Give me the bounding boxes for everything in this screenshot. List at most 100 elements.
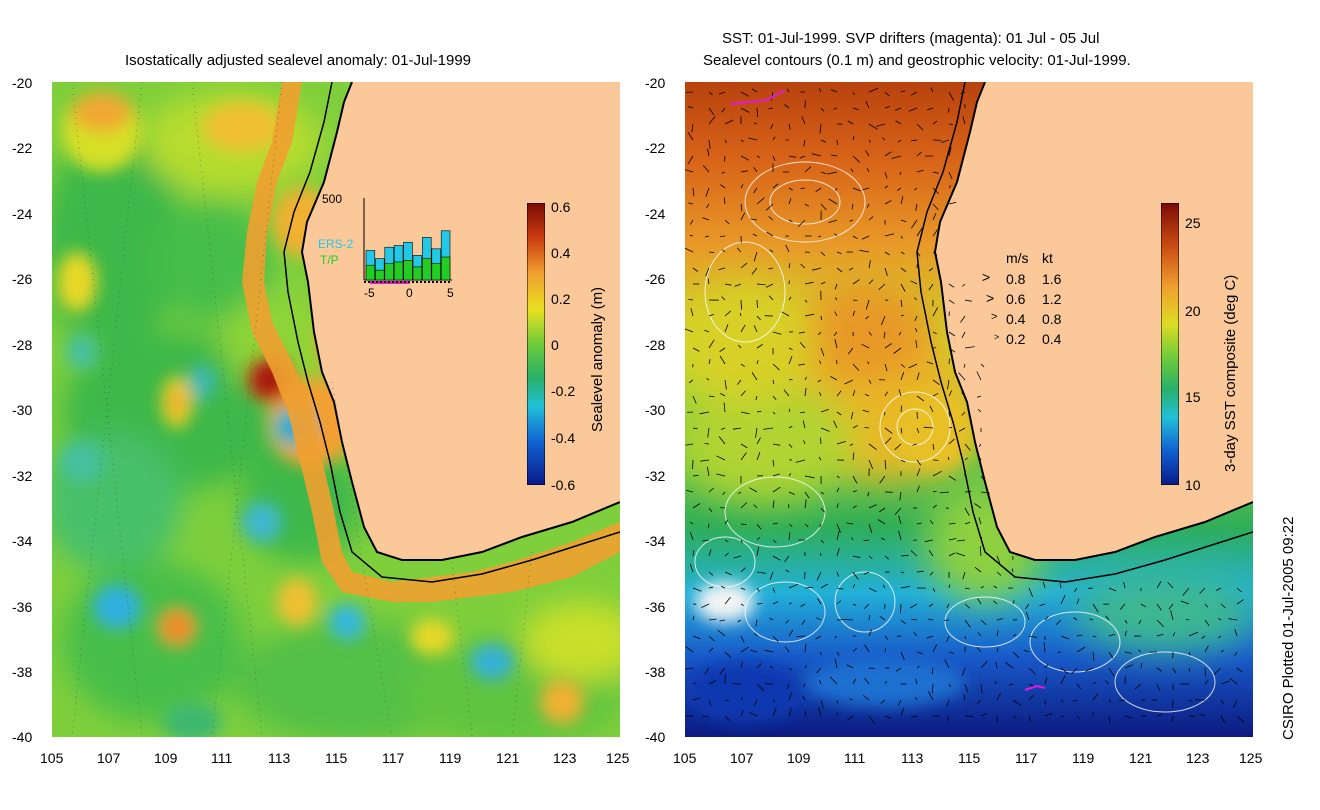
velocity-arrow (1124, 651, 1132, 654)
velocity-arrow (1199, 587, 1206, 594)
velocity-arrow (1234, 651, 1238, 656)
velocity-arrow (948, 438, 955, 445)
velocity-arrow (898, 389, 902, 397)
velocity-arrow (900, 459, 906, 463)
velocity-arrow (1044, 616, 1049, 621)
velocity-arrow (724, 379, 727, 390)
velocity-arrow (900, 427, 903, 434)
velocity-arrow (932, 331, 937, 335)
velocity-arrow (900, 283, 906, 292)
velocity-arrow (692, 697, 701, 701)
velocity-arrow (900, 219, 907, 223)
velocity-arrow (723, 197, 726, 205)
velocity-arrow (852, 603, 857, 606)
velocity-arrow (834, 297, 838, 301)
velocity-arrow (1118, 699, 1126, 702)
velocity-arrow (1236, 667, 1243, 673)
velocity-arrow (719, 235, 726, 237)
velocity-arrow (815, 187, 822, 193)
velocity-arrow (756, 283, 766, 286)
velocity-arrow (1236, 587, 1242, 593)
velocity-arrow (1170, 610, 1174, 621)
velocity-arrow (803, 683, 806, 688)
inset-bars (365, 230, 451, 281)
velocity-arrow (737, 379, 742, 385)
velocity-arrow (802, 695, 806, 701)
velocity-arrow (740, 324, 746, 333)
sst-colorbar-label: 3-day SST composite (deg C) (1222, 274, 1239, 472)
velocity-arrow (852, 555, 861, 559)
velocity-arrow (788, 379, 793, 381)
velocity-arrow (916, 665, 920, 669)
velocity-arrow (755, 395, 758, 401)
velocity-arrow (964, 587, 970, 590)
lon-tick: 117 (382, 750, 405, 766)
lat-tick: -20 (645, 75, 666, 91)
velocity-arrow (899, 491, 902, 501)
velocity-arrow (852, 647, 858, 653)
velocity-arrow (740, 390, 746, 397)
velocity-arrow (914, 696, 918, 701)
velocity-arrow (786, 88, 790, 93)
velocity-arrow (900, 251, 905, 255)
velocity-arrow (1012, 651, 1020, 659)
velocity-arrow (830, 376, 838, 381)
velocity-arrow (836, 251, 842, 255)
velocity-arrow (818, 88, 822, 93)
velocity-arrow (847, 347, 854, 355)
velocity-arrow (764, 649, 774, 653)
velocity-arrow (721, 296, 726, 301)
velocity-arrow (836, 523, 841, 533)
velocity-arrow (852, 155, 861, 163)
velocity-arrow (916, 151, 922, 157)
lat-tick: -24 (645, 206, 666, 222)
velocity-arrow (914, 187, 918, 191)
velocity-arrow (1008, 683, 1014, 686)
velocity-arrow (836, 571, 840, 577)
velocity-arrow (958, 372, 966, 381)
right-panel-title-2: Sealevel contours (0.1 m) and geostrophi… (703, 52, 1131, 69)
velocity-arrow (708, 699, 712, 707)
lat-tick: -40 (645, 729, 666, 745)
velocity-arrow (772, 379, 775, 384)
velocity-arrow (1108, 699, 1112, 703)
velocity-arrow (964, 346, 975, 349)
velocity-arrow (801, 619, 806, 626)
velocity-arrow (932, 251, 938, 256)
velocity-arrow (724, 715, 731, 722)
velocity-arrow (817, 379, 822, 383)
velocity-arrow (894, 507, 902, 515)
velocity-arrow (755, 427, 758, 438)
velocity-arrow (708, 339, 715, 349)
velocity-arrow (685, 646, 694, 653)
velocity-arrow (928, 549, 934, 557)
sst-map[interactable] (685, 82, 1253, 737)
inset-bar-tp (365, 264, 376, 281)
velocity-arrow (1092, 635, 1097, 638)
velocity-arrow (740, 170, 748, 173)
velocity-arrow (708, 314, 715, 317)
inset-bar-tp (412, 266, 423, 281)
velocity-arrow (1124, 664, 1134, 669)
velocity-arrow (1060, 635, 1070, 640)
velocity-arrow (926, 635, 934, 639)
velocity-arrow (708, 487, 715, 493)
sealevel-colorbar (527, 203, 545, 485)
sealevel-anomaly-map[interactable] (52, 82, 620, 737)
velocity-arrow (756, 452, 761, 461)
velocity-arrow (819, 392, 822, 397)
velocity-arrow (864, 603, 870, 609)
velocity-arrow (900, 235, 903, 239)
velocity-arrow (1023, 649, 1030, 653)
velocity-arrow (828, 219, 838, 224)
legend-kt: 1.6 (1042, 271, 1062, 287)
velocity-arrow (1025, 603, 1030, 610)
velocity-arrow (751, 267, 758, 275)
velocity-arrow (788, 602, 792, 605)
velocity-arrow (947, 715, 950, 721)
velocity-arrow (751, 88, 758, 93)
velocity-arrow (704, 443, 710, 445)
velocity-arrow (1108, 667, 1115, 677)
velocity-arrow (958, 427, 966, 432)
velocity-arrow (804, 710, 807, 717)
